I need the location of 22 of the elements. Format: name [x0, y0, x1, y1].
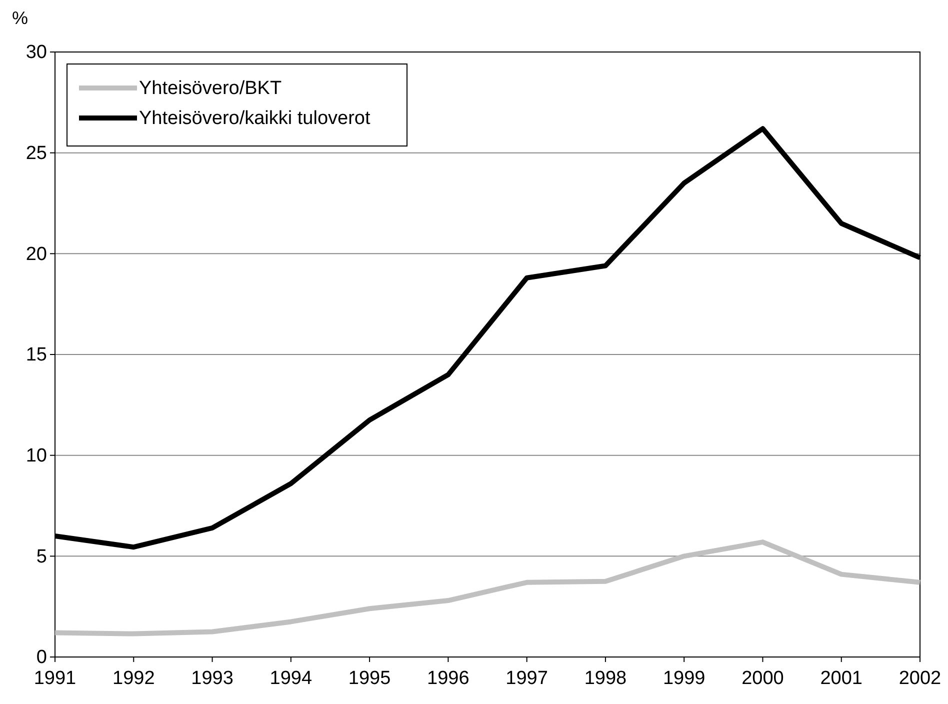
x-tick-label: 1997 [506, 668, 548, 689]
x-tick-label: 2000 [742, 668, 784, 689]
y-tick-label: 25 [26, 142, 47, 164]
y-tick-label: 30 [26, 42, 47, 64]
x-tick-label: 1991 [34, 668, 76, 689]
y-axis-title: % [12, 8, 28, 28]
y-tick-label: 5 [36, 546, 47, 568]
x-tick-label: 1995 [348, 668, 391, 689]
y-tick-label: 0 [36, 647, 47, 668]
x-tick-label: 2002 [898, 668, 942, 689]
legend-label: Yhteisövero/kaikki tuloverot [139, 108, 371, 129]
x-tick-label: 1994 [270, 668, 312, 689]
legend-label: Yhteisövero/BKT [139, 78, 282, 99]
x-tick-label: 1992 [112, 668, 155, 689]
x-tick-label: 1996 [427, 668, 470, 689]
y-tick-label: 15 [26, 344, 47, 366]
y-tick-label: 20 [26, 244, 47, 265]
x-tick-label: 1998 [584, 668, 627, 689]
y-tick-label: 10 [26, 445, 47, 466]
x-tick-label: 1999 [662, 668, 706, 689]
x-tick-label: 1993 [191, 668, 234, 689]
x-tick-label: 2001 [820, 668, 863, 689]
